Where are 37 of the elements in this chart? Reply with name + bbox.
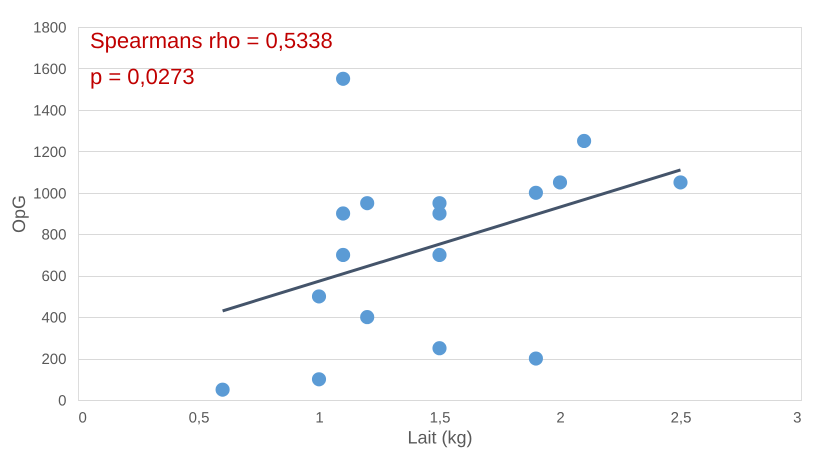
y-axis-title: OpG — [9, 194, 30, 234]
x-axis-title: Lait (kg) — [407, 428, 473, 448]
point — [432, 248, 447, 262]
y-tick-label: 400 — [41, 310, 66, 327]
x-tick-label: 2 — [556, 410, 565, 426]
point — [673, 175, 688, 190]
point — [432, 341, 447, 356]
point — [336, 248, 350, 262]
point — [528, 186, 543, 200]
point — [577, 134, 592, 148]
y-tick-label: 0 — [58, 392, 66, 410]
point — [552, 175, 568, 190]
y-tick-label: 1800 — [33, 20, 66, 36]
y-tick-label: 1600 — [33, 60, 66, 78]
x-tick-label: 0,5 — [188, 410, 210, 426]
x-tick-label: 3 — [793, 410, 802, 426]
point — [336, 206, 350, 221]
point — [312, 289, 326, 304]
y-tick-label: 1400 — [33, 102, 66, 120]
point — [216, 382, 230, 397]
point — [360, 310, 374, 324]
annotation: p = 0,0273 — [90, 64, 195, 89]
y-tick-label: 800 — [41, 226, 66, 244]
point — [528, 352, 543, 366]
y-tick-label: 1200 — [33, 144, 66, 161]
y-tick-label: 600 — [41, 268, 66, 286]
point — [336, 72, 350, 86]
point — [432, 206, 447, 221]
x-tick-label: 1 — [315, 410, 324, 426]
point — [360, 196, 374, 210]
x-tick-label: 0 — [78, 410, 87, 426]
point — [312, 372, 326, 386]
y-tick-label: 1000 — [33, 185, 66, 202]
x-tick-label: 1,5 — [430, 410, 450, 426]
x-tick-label: 2,5 — [670, 410, 692, 426]
annotation: Spearmans rho = 0,5338 — [90, 28, 333, 53]
y-tick-label: 200 — [41, 351, 66, 368]
